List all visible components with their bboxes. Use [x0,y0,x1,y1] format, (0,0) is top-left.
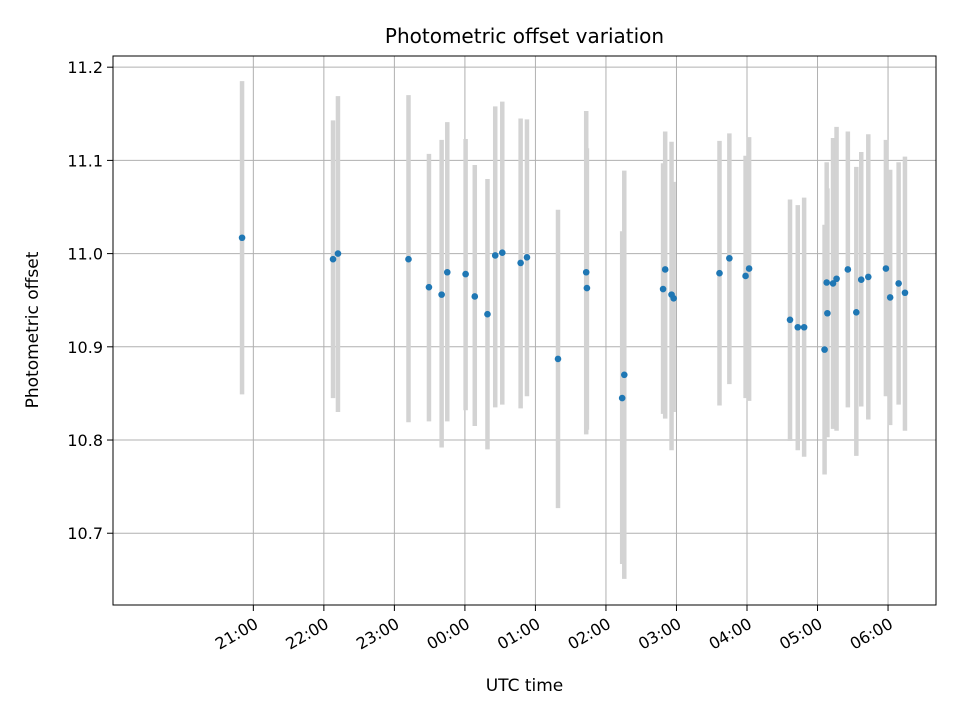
data-point [745,265,753,272]
data-point [491,252,499,259]
chart-title: Photometric offset variation [385,24,664,48]
data-point [582,268,590,276]
data-points [238,234,909,402]
x-axis-title: UTC time [486,676,564,696]
y-tick-label: 11.2 [67,58,103,77]
data-point [618,394,626,402]
data-point [484,310,491,318]
data-point [794,323,802,331]
data-point [786,316,794,324]
data-point [334,250,342,257]
data-point [661,266,669,273]
data-point [238,234,246,242]
data-point [716,269,723,277]
data-point [471,293,479,300]
data-point [800,323,808,331]
data-point [833,275,840,283]
data-point [864,273,872,281]
y-axis: 10.7 10.8 10.9 11.0 11.1 11.2 [67,58,113,543]
data-point [882,265,890,272]
data-point [523,254,531,261]
data-point [726,254,733,262]
data-point [405,255,412,263]
y-tick-label: 11.1 [67,151,103,170]
data-point [742,272,749,280]
data-point [438,291,445,298]
data-point [844,266,852,273]
data-point [425,283,433,291]
data-point [853,309,860,316]
data-point [821,346,828,353]
plot-frame [112,55,937,606]
y-tick-label: 10.7 [67,524,103,543]
data-point [857,276,865,284]
data-point [670,295,677,302]
y-axis-title: Photometric offset [23,251,43,408]
data-point [659,285,667,293]
data-point [823,279,830,286]
data-point [901,289,909,297]
data-point [443,268,451,276]
y-tick-label: 10.9 [67,338,103,357]
data-point [517,259,524,267]
data-point [886,294,894,301]
data-point [895,280,902,287]
data-point [829,280,837,287]
data-point [498,249,506,256]
data-point [329,255,337,263]
data-point [554,355,562,363]
y-tick-label: 10.8 [67,431,103,450]
data-point [583,284,591,292]
y-tick-label: 11.0 [67,245,103,264]
data-point [824,309,831,317]
data-point [462,270,469,278]
data-point [620,371,628,379]
